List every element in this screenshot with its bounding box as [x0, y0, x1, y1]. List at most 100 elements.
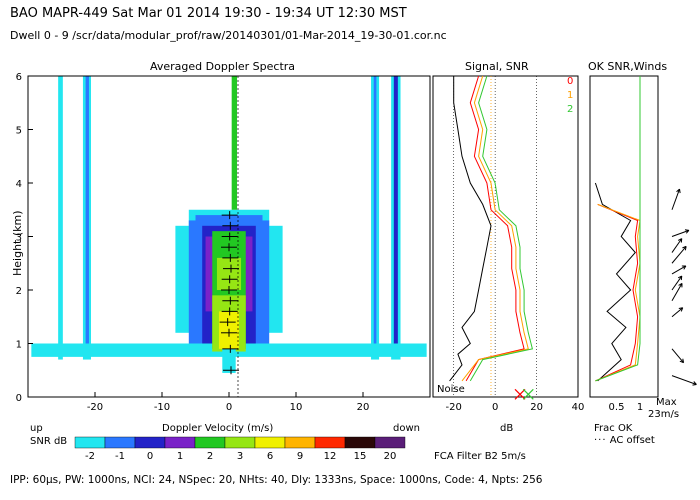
colorbar-swatch — [314, 436, 346, 449]
snr-axes: -20 0 20 40 — [446, 402, 585, 413]
spectra-ylabel: Height (km) — [11, 210, 24, 276]
colorbar: -2 -1 0 1 2 3 6 9 12 15 20 — [74, 436, 406, 462]
colorbar-level: 1 — [177, 451, 183, 462]
snr-series-0 — [449, 76, 492, 382]
wind-barb-head — [678, 282, 683, 286]
ok-series-3 — [595, 76, 641, 382]
wind-barb — [671, 348, 684, 363]
max-value: 23m/s — [648, 409, 680, 420]
wind-barb — [671, 265, 687, 275]
wind-barb-head — [685, 230, 690, 234]
ok-series-0 — [594, 182, 636, 382]
wind-barb-head — [682, 245, 687, 249]
spectra-xlabel: Doppler Velocity (m/s) — [162, 423, 274, 434]
spectra-band — [222, 348, 236, 373]
snr-series-1 — [465, 75, 525, 382]
ok-x-tick-label: 0.5 — [609, 402, 625, 413]
snr-series-2 — [461, 75, 529, 382]
legend-1: 1 — [567, 90, 574, 101]
wind-barb-head — [678, 307, 683, 310]
snr-marker — [514, 388, 526, 400]
legend-0: 0 — [567, 76, 574, 87]
wind-barb-head — [677, 275, 682, 279]
colorbar-swatch — [194, 436, 226, 449]
y-tick-label: 6 — [16, 72, 22, 83]
wind-barbs — [671, 188, 697, 386]
wind-barb-head — [682, 358, 685, 363]
wind-barb — [671, 375, 697, 385]
colorbar-level: 2 — [207, 451, 213, 462]
colorbar-level: 6 — [267, 451, 273, 462]
colorbar-swatch — [284, 436, 316, 449]
wind-barb — [671, 307, 684, 318]
ok-x-tick-label: 1 — [637, 402, 643, 413]
snr-series — [449, 75, 534, 400]
radial-velocity-profile — [219, 211, 240, 375]
noise-label: Noise — [437, 384, 465, 395]
wind-barb — [671, 229, 690, 237]
wind-barb-head — [677, 238, 682, 241]
ok-series — [594, 76, 641, 382]
wind-barb-head — [679, 189, 681, 194]
colorbar-level: 20 — [384, 451, 397, 462]
snr-gridlines — [453, 76, 537, 397]
wind-barb — [671, 188, 680, 210]
wind-barb-head — [683, 265, 687, 270]
colorbar-swatch — [374, 436, 406, 449]
down-label: down — [393, 423, 420, 434]
wind-barb — [671, 238, 683, 253]
snr-x-tick-label: 40 — [572, 402, 585, 413]
colorbar-level: 9 — [297, 451, 303, 462]
ac-offset-label: ··· AC offset — [594, 435, 655, 446]
spectra-axes: -20 -10 0 10 20 0 1 2 3 4 5 6 — [16, 72, 370, 413]
y-tick-label: 4 — [16, 179, 22, 190]
wind-barb — [671, 246, 687, 264]
colorbar-swatch — [164, 436, 196, 449]
header-path: Dwell 0 - 9 /scr/data/modular_prof/raw/2… — [10, 29, 447, 42]
snr-x-tick-label: -20 — [446, 402, 462, 413]
spectra-title: Averaged Doppler Spectra — [150, 60, 296, 73]
snr-xlabel: dB — [500, 423, 514, 434]
wind-barb-head — [679, 360, 684, 364]
colorbar-swatch — [254, 436, 286, 449]
x-tick-label: 10 — [290, 402, 303, 413]
wind-barb-head — [680, 307, 684, 312]
y-tick-label: 2 — [16, 286, 22, 297]
colorbar-label: SNR dB — [30, 436, 68, 447]
snr-title: Signal, SNR — [465, 60, 529, 73]
wind-barb — [671, 275, 683, 291]
snr-series-3 — [469, 75, 534, 382]
colorbar-level: -1 — [115, 451, 125, 462]
spectra-heatmap-layer — [31, 76, 427, 373]
snr-marker — [522, 388, 534, 400]
max-label: Max — [656, 397, 677, 408]
legend-2: 2 — [567, 104, 574, 115]
y-tick-label: 1 — [16, 340, 22, 351]
snr-plot-frame — [432, 75, 579, 398]
wind-barb-head — [676, 188, 680, 193]
spectra-band — [216, 257, 242, 290]
colorbar-level: 0 — [147, 451, 153, 462]
colorbar-swatch — [74, 436, 106, 449]
spectra-band — [373, 76, 377, 355]
ok-axes: 0.5 1 — [609, 402, 644, 413]
y-tick-label: 5 — [16, 126, 22, 137]
x-tick-label: 20 — [357, 402, 370, 413]
wind-barb-head — [693, 381, 697, 385]
spectra-band — [85, 76, 89, 355]
wind-barb — [671, 283, 683, 301]
colorbar-swatch — [134, 436, 166, 449]
ok-series-1 — [595, 203, 639, 382]
colorbar-level: -2 — [85, 451, 95, 462]
colorbar-level: 3 — [237, 451, 243, 462]
x-tick-label: -10 — [154, 402, 170, 413]
x-tick-label: 0 — [226, 402, 232, 413]
up-label: up — [30, 423, 43, 434]
frac-ok-label: Frac OK — [594, 423, 633, 434]
colorbar-level: 15 — [354, 451, 367, 462]
wind-barb-head — [692, 383, 697, 386]
spectra-band — [231, 76, 238, 210]
snr-x-tick-label: 0 — [492, 402, 498, 413]
colorbar-level: 12 — [324, 451, 337, 462]
